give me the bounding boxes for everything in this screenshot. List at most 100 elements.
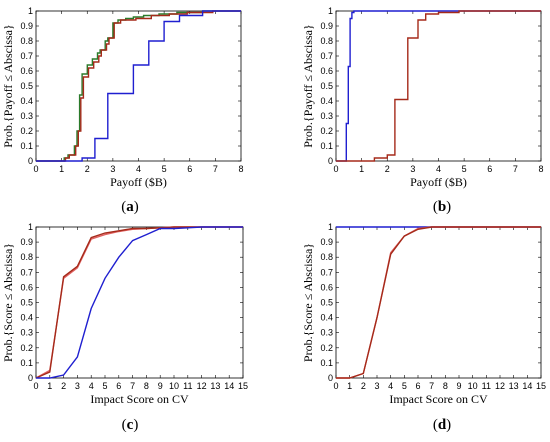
x-tick-label: 7: [130, 381, 135, 391]
x-tick-label: 6: [487, 164, 492, 174]
x-tick-label: 2: [385, 164, 390, 174]
y-tick-label: 0.6: [20, 282, 33, 292]
chart-a: 0 1 2 3 4 5 6 7 8 0 0.1 0.2 0.3 0.4 0.5 0.6 0.7 0.8 0.9 1 Pa…: [1, 6, 244, 215]
y-tick-label: 0.3: [320, 328, 333, 338]
y-tick-label: 0.4: [320, 313, 333, 323]
y-tick-label: 0.5: [320, 298, 333, 308]
y-tick-label: 0.4: [20, 96, 33, 106]
x-tick-label: 6: [187, 164, 192, 174]
x-tick-label: 4: [89, 381, 94, 391]
panel-caption: (a): [121, 199, 139, 215]
plot-frame: [35, 10, 242, 162]
y-tick-label: 0.7: [20, 51, 33, 61]
plot-frame: [35, 226, 244, 379]
x-tick-label: 8: [144, 381, 149, 391]
x-tick-label: 0: [333, 381, 338, 391]
chart-b: 0 1 2 3 4 5 6 7 8 0 0.1 0.2 0.3 0.4 0.5 0.6 0.7 0.8 0.9 1 Pa…: [301, 6, 544, 215]
panel-caption-letter: a: [126, 199, 134, 215]
y-tick-label: 0.8: [320, 36, 333, 46]
y-tick-label: 1: [28, 6, 33, 16]
x-tick-label: 11: [482, 381, 491, 391]
y-tick-label: 0.1: [20, 358, 33, 368]
y-tick-label: 0.3: [320, 111, 333, 121]
y-tick-label: 0.2: [320, 126, 333, 136]
panel-caption-letter: b: [438, 199, 446, 215]
y-tick-label: 0.5: [20, 298, 33, 308]
x-tick-label: 8: [443, 381, 448, 391]
y-tick-label: 0.2: [20, 343, 33, 353]
x-tick-label: 3: [374, 381, 379, 391]
y-tick-label: 0: [28, 156, 33, 166]
y-tick-label: 1: [328, 6, 333, 16]
y-tick-label: 1: [28, 222, 33, 232]
series-line-red: [336, 10, 541, 162]
chart-c: 0 1 2 3 4 5 6 7 8 9 10 11 12 13 14 1500.10.20.30.40.50.…: [1, 222, 248, 433]
y-tick-label: 0.7: [20, 267, 33, 277]
panel-caption: (b): [433, 199, 451, 215]
x-tick-label: 9: [158, 381, 163, 391]
x-tick-label: 5: [462, 164, 467, 174]
x-tick-label: 5: [402, 381, 407, 391]
y-tick-label: 0.9: [20, 21, 33, 31]
x-tick-label: 15: [238, 381, 248, 391]
x-tick-label: 4: [388, 381, 393, 391]
x-tick-label: 1: [59, 164, 64, 174]
x-tick-label: 4: [436, 164, 441, 174]
y-tick-label: 0.7: [320, 267, 333, 277]
y-tick-label: 0.4: [320, 96, 333, 106]
y-tick-label: 0.8: [20, 252, 33, 262]
x-tick-label: 10: [169, 381, 179, 391]
plot-frame: [335, 226, 542, 379]
x-tick-label: 2: [61, 381, 66, 391]
x-tick-label: 13: [509, 381, 519, 391]
x-tick-label: 14: [522, 381, 532, 391]
y-tick-label: 0.1: [20, 141, 33, 151]
x-tick-label: 7: [429, 381, 434, 391]
y-tick-label: 0: [328, 373, 333, 383]
y-tick-label: 0.6: [320, 282, 333, 292]
y-tick-label: 0.9: [320, 237, 333, 247]
x-tick-label: 5: [102, 381, 107, 391]
y-tick-label: 0.9: [320, 21, 333, 31]
y-tick-label: 0.5: [20, 81, 33, 91]
x-tick-label: 12: [495, 381, 505, 391]
y-tick-label: 0.1: [320, 358, 333, 368]
x-tick-label: 8: [538, 164, 543, 174]
x-tick-label: 6: [415, 381, 420, 391]
x-axis-label: Impact Score on CV: [389, 392, 488, 406]
chart-d: 0 1 2 3 4 5 6 7 8 9 10 11 12 13 14 1500.10.20.30.40.50.…: [301, 222, 546, 433]
y-axis-label: Prob.{Payoff ≤ Abscissa}: [1, 24, 15, 148]
series-line-red: [336, 226, 541, 379]
x-axis-label: Impact Score on CV: [90, 392, 189, 406]
y-tick-label: 0.8: [20, 36, 33, 46]
x-axis-label: Payoff ($B): [110, 175, 167, 189]
y-tick-label: 0.1: [320, 141, 333, 151]
x-tick-label: 1: [347, 381, 352, 391]
y-tick-label: 0.4: [20, 313, 33, 323]
x-tick-label: 12: [197, 381, 207, 391]
panel-caption: (d): [433, 417, 451, 433]
x-tick-label: 0: [333, 164, 338, 174]
x-tick-label: 3: [110, 164, 115, 174]
x-tick-label: 2: [85, 164, 90, 174]
y-tick-label: 0.2: [320, 343, 333, 353]
x-tick-label: 4: [136, 164, 141, 174]
x-tick-label: 0: [33, 381, 38, 391]
x-tick-label: 1: [47, 381, 52, 391]
y-tick-label: 0: [28, 373, 33, 383]
x-tick-label: 5: [162, 164, 167, 174]
x-tick-label: 15: [536, 381, 546, 391]
y-tick-label: 0.6: [320, 66, 333, 76]
x-tick-label: 14: [224, 381, 234, 391]
x-tick-label: 7: [513, 164, 518, 174]
panel-caption-letter: c: [127, 417, 134, 433]
x-tick-label: 3: [75, 381, 80, 391]
series-line-blue: [36, 226, 243, 379]
y-tick-label: 0.3: [20, 328, 33, 338]
panel-caption-letter: d: [438, 417, 447, 433]
y-axis-label: Prob.{Score ≤ Abscissa}: [301, 243, 315, 362]
x-tick-label: 8: [238, 164, 243, 174]
y-tick-label: 1: [328, 222, 333, 232]
y-tick-label: 0.5: [320, 81, 333, 91]
